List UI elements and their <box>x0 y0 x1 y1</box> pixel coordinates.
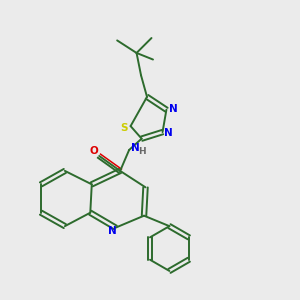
Text: H: H <box>138 147 146 156</box>
Text: N: N <box>108 226 116 236</box>
Text: N: N <box>164 128 173 138</box>
Text: S: S <box>120 123 128 133</box>
Text: N: N <box>169 104 177 114</box>
Text: O: O <box>90 146 98 156</box>
Text: N: N <box>131 142 140 153</box>
